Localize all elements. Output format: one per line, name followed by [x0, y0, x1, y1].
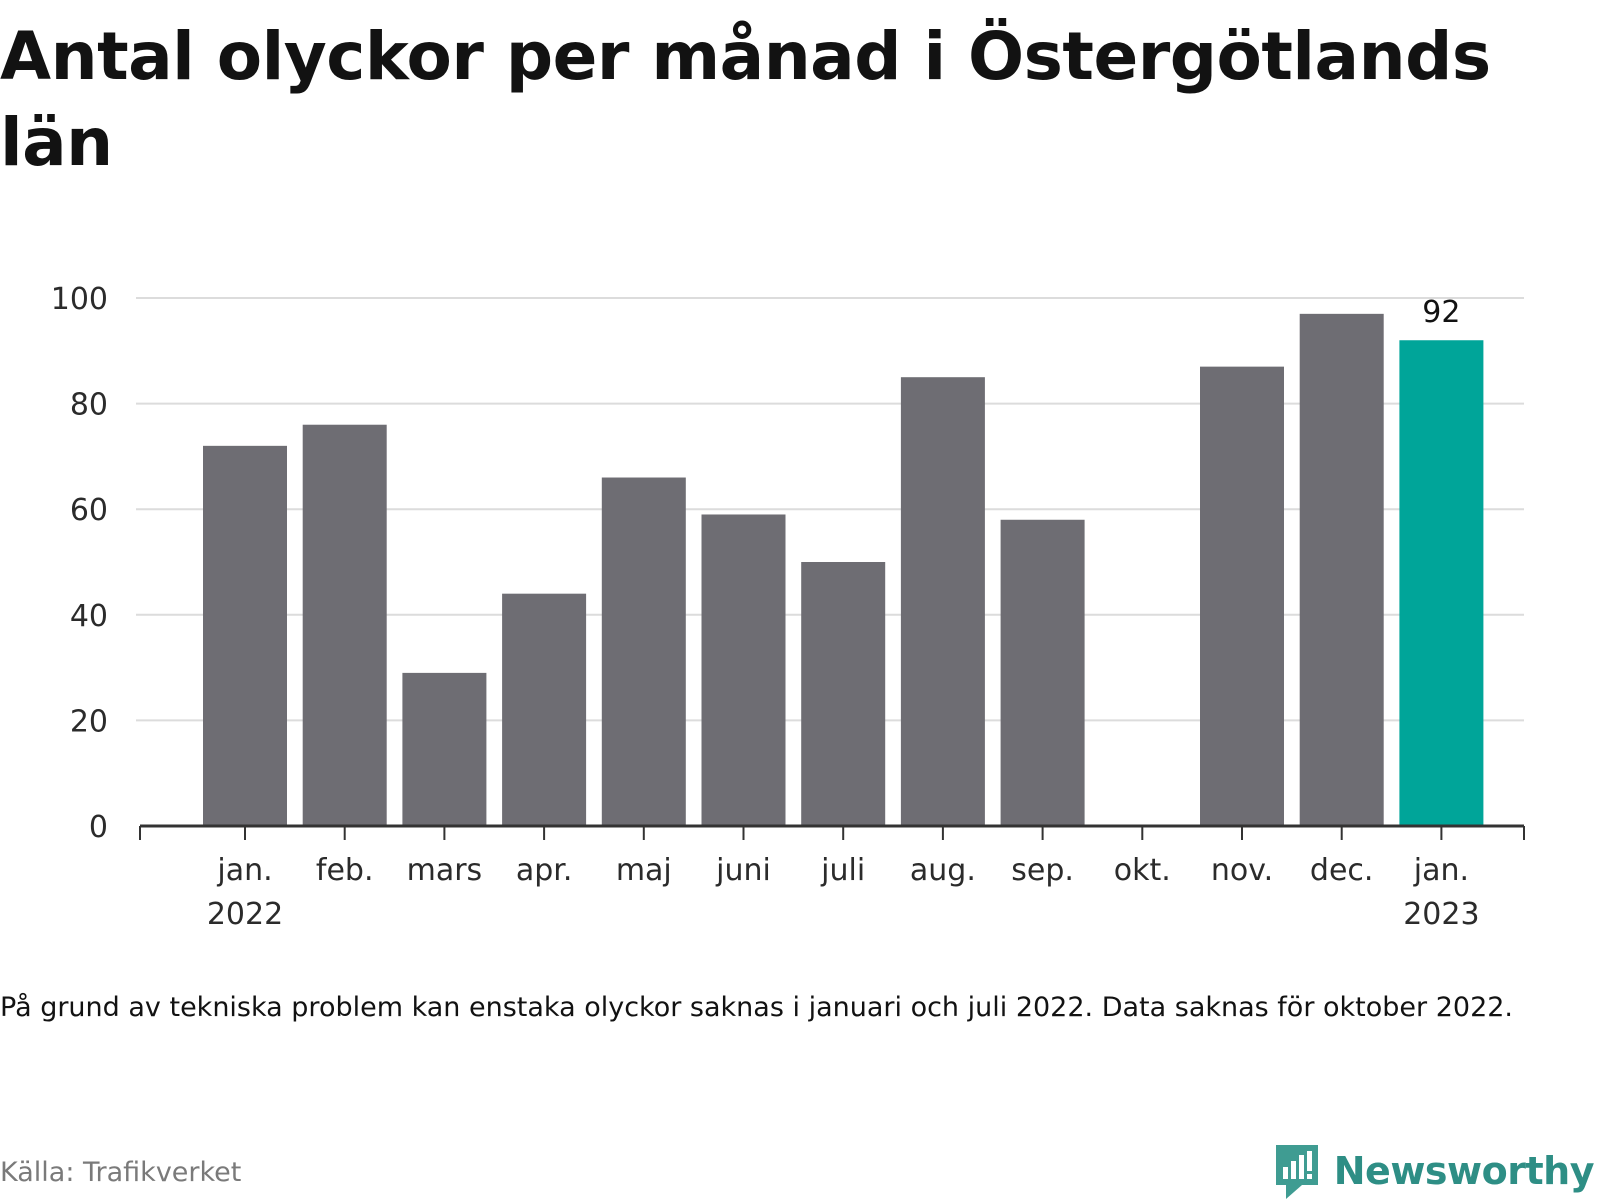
chart-title: Antal olyckor per månad i Östergötlands … [0, 18, 1491, 181]
x-tick-label: maj [616, 853, 672, 888]
x-axis [139, 824, 1525, 840]
bar-aug [900, 377, 985, 826]
data-label: 92 [1422, 295, 1460, 330]
y-tick-label: 60 [70, 493, 108, 528]
y-tick-label: 80 [70, 388, 108, 423]
x-tick-label: mars [407, 853, 483, 888]
bar-jan-2022 [203, 445, 287, 826]
y-tick-label: 100 [51, 282, 108, 317]
x-tick-label: sep. [1011, 853, 1074, 888]
bar-dec [1299, 313, 1384, 827]
bar-jan-2023 [1399, 340, 1484, 826]
x-tick-label: okt. [1114, 853, 1171, 888]
bars [203, 313, 1484, 827]
chart-footnote: På grund av tekniska problem kan enstaka… [0, 992, 1514, 1023]
bar-sep [1000, 519, 1085, 826]
bar-mars [402, 672, 487, 826]
y-tick-label: 0 [89, 810, 108, 845]
brand-name: Newsworthy [1333, 1149, 1595, 1193]
newsworthy-logo-icon [1275, 1145, 1318, 1199]
brand-logo: Newsworthy [1272, 1140, 1595, 1202]
x-tick-label: dec. [1310, 853, 1374, 888]
x-tick-label: juli [820, 853, 865, 888]
x-tick-label: apr. [516, 853, 573, 888]
x-tick-label: juni [715, 853, 771, 888]
source-credit: Källa: Trafikverket [0, 1157, 242, 1188]
bar-juni [701, 514, 786, 826]
x-tick-label: nov. [1211, 853, 1273, 888]
labels: 0 20 40 60 80 100 jan. 2022 feb. mars apr. maj juni j… [51, 282, 1480, 932]
bar-apr [502, 593, 587, 826]
bar-juli [801, 562, 886, 826]
bar-maj [601, 477, 686, 826]
y-tick-label: 20 [70, 704, 108, 739]
y-tick-label: 40 [70, 599, 108, 634]
x-tick-label: aug. [910, 853, 976, 888]
bar-feb [302, 424, 387, 826]
x-tick-year-label: 2023 [1403, 897, 1479, 932]
x-tick-year-label: 2022 [207, 897, 283, 932]
x-tick-label: jan. [1413, 853, 1469, 888]
bar-nov [1200, 366, 1284, 826]
x-tick-label: feb. [316, 853, 374, 888]
x-tick-label: jan. [216, 853, 272, 888]
